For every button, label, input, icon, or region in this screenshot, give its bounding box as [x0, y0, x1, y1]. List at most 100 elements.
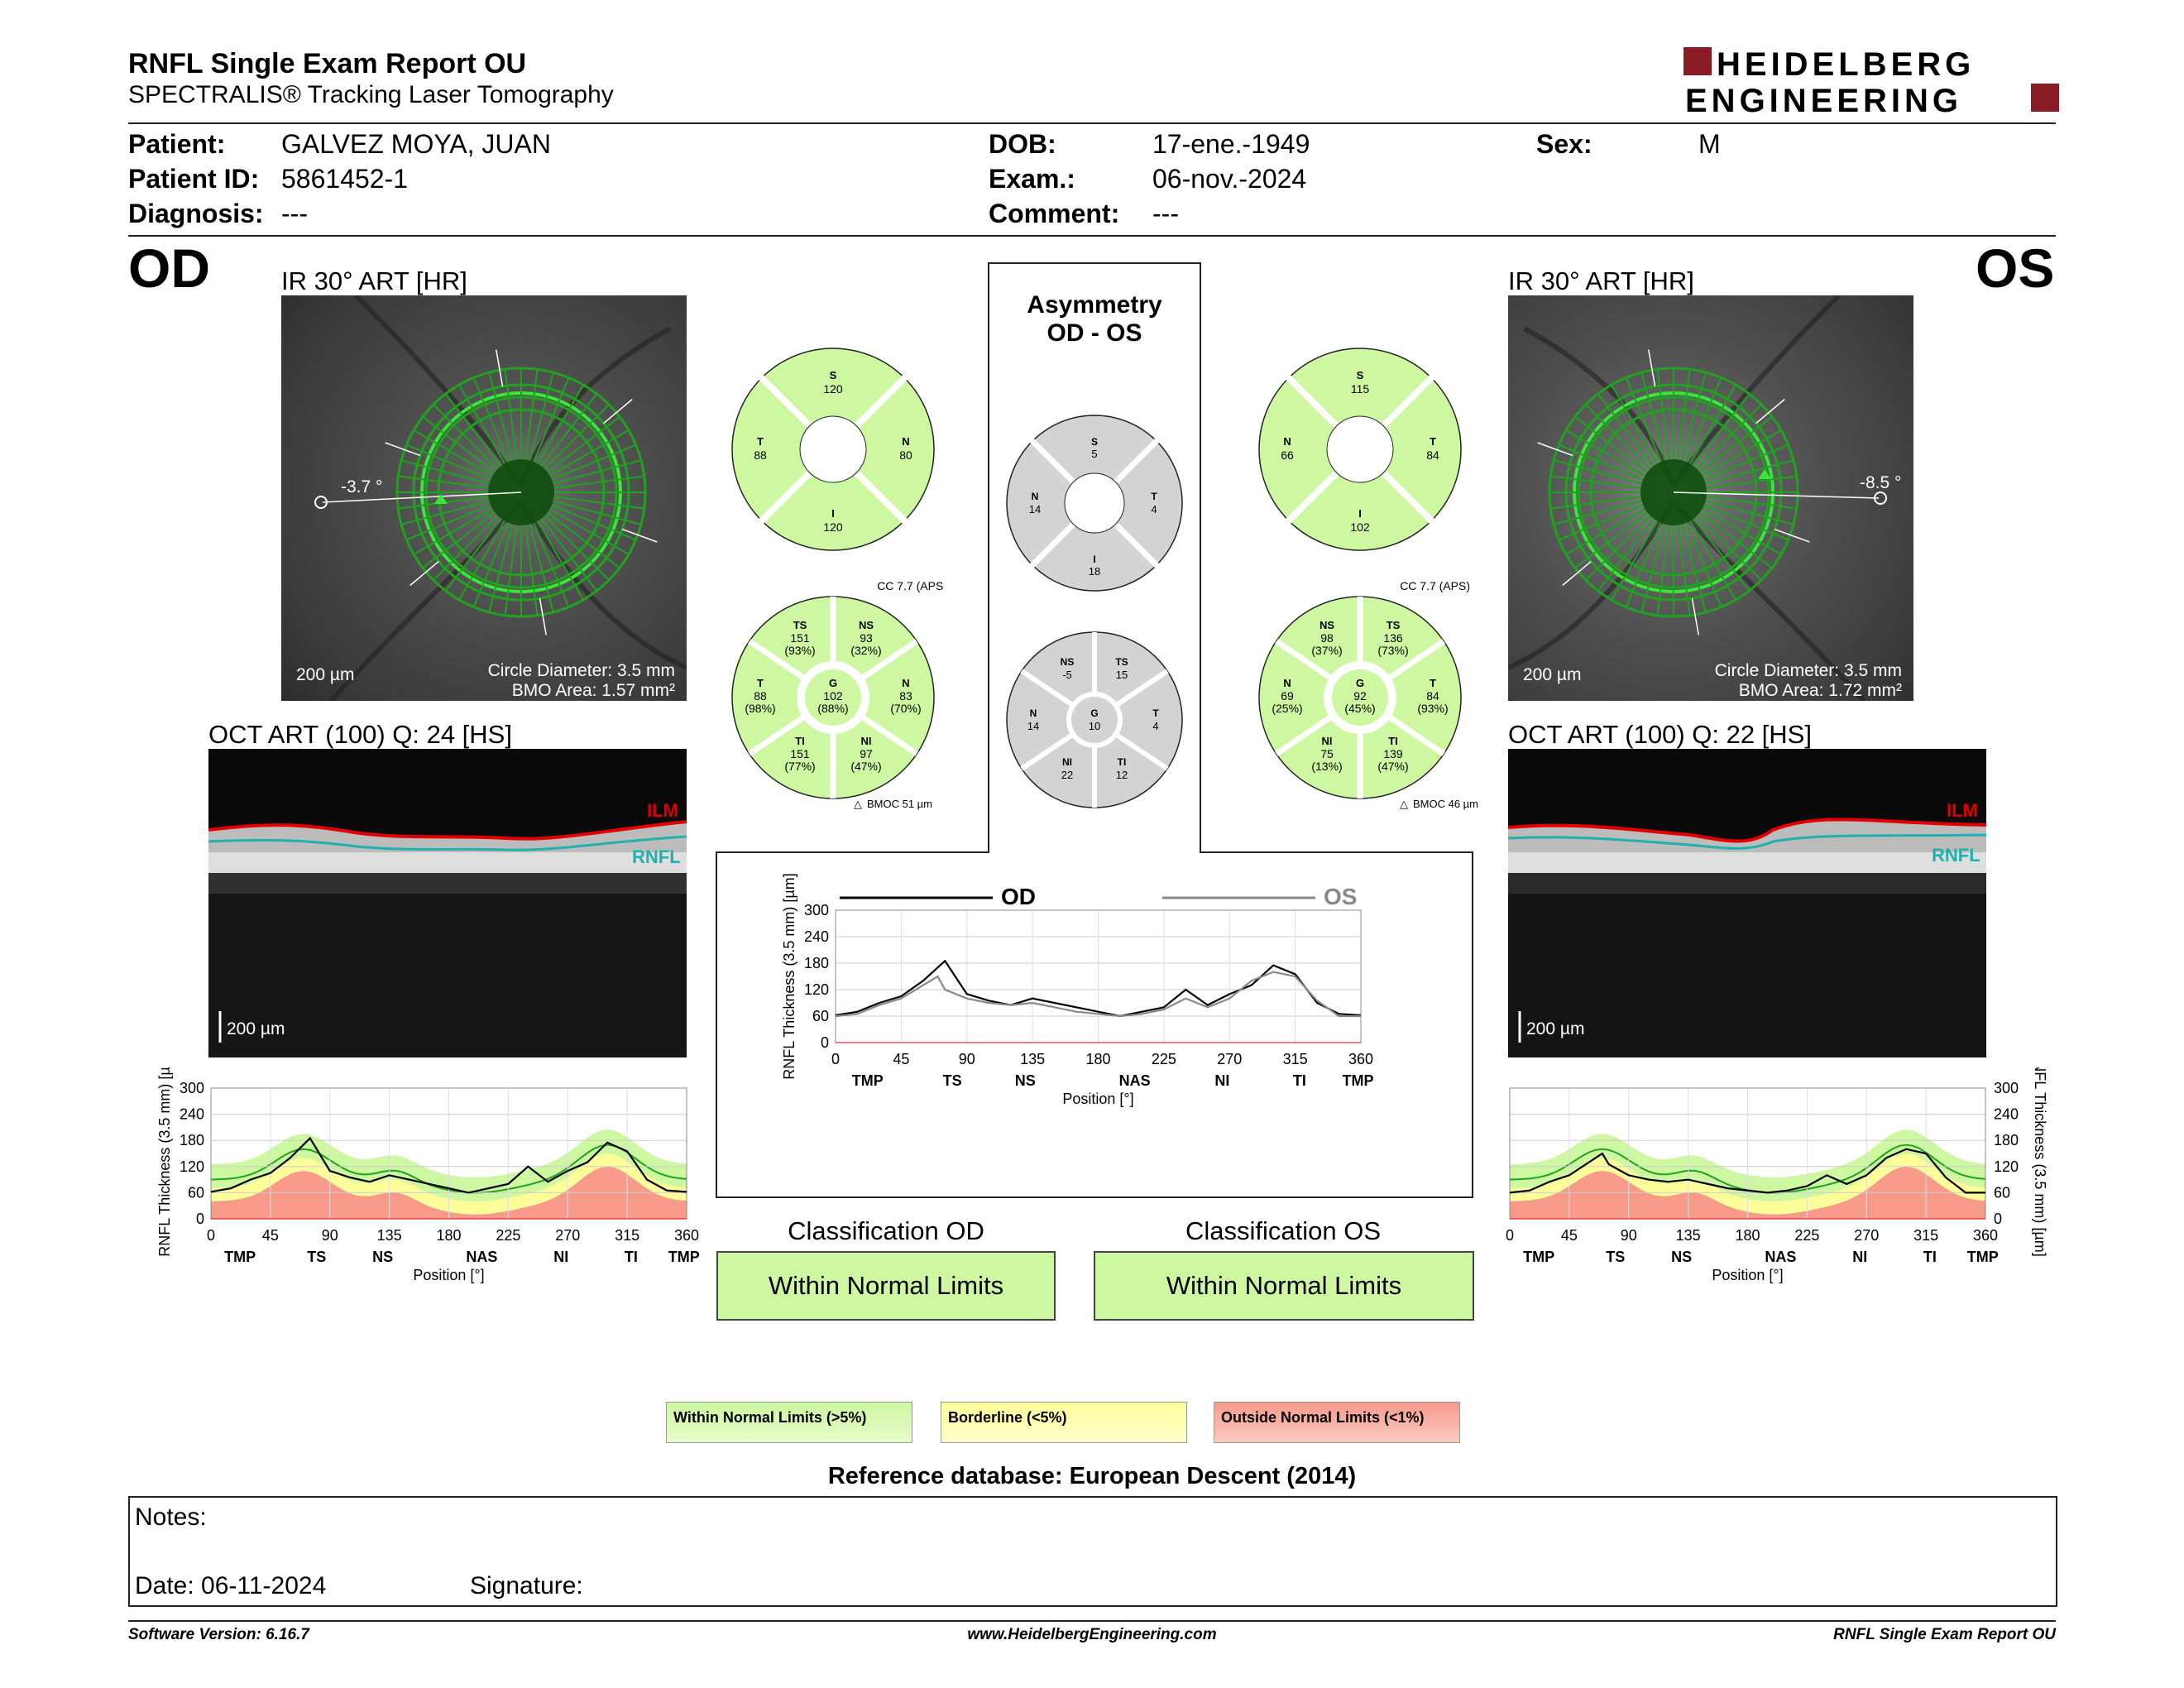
sector-marker	[1755, 399, 1785, 424]
scan-spoke	[544, 404, 610, 470]
x-tick-label: 45	[262, 1227, 279, 1244]
notes-label: Notes:	[135, 1503, 207, 1531]
sector-marker	[1562, 560, 1592, 586]
x-tick-label: 315	[1283, 1051, 1308, 1067]
logo-line1: HEIDELBERG	[1717, 46, 1975, 83]
svg-text:15: 15	[1116, 669, 1128, 681]
svg-text:5: 5	[1091, 448, 1097, 460]
scan-spoke	[1553, 459, 1642, 485]
series-line-od	[835, 959, 1362, 1018]
y-tick-label: 300	[804, 902, 829, 918]
svg-text:102: 102	[823, 689, 843, 703]
scan-spoke	[1702, 508, 1782, 555]
svg-text:T: T	[1151, 491, 1157, 502]
scan-spoke	[549, 429, 630, 477]
od-bmo-area: BMO Area: 1.57 mm²	[511, 681, 675, 700]
sector-label: TS	[307, 1249, 326, 1265]
od-scale-bar: 200 µm	[296, 665, 355, 684]
svg-text:-5: -5	[1062, 669, 1072, 681]
scan-spoke	[551, 504, 636, 541]
date-label: Date: 06-11-2024	[135, 1572, 327, 1599]
od-classification-title: Classification OD	[788, 1216, 984, 1245]
dob-label: DOB:	[989, 129, 1056, 159]
y-axis-label: RNFL Thickness (3.5 mm) [µm]	[781, 873, 797, 1079]
svg-text:TI: TI	[1388, 735, 1398, 747]
sex-value: M	[1698, 129, 1721, 159]
svg-text:G: G	[829, 677, 837, 689]
scan-spoke	[1565, 508, 1645, 555]
scan-spoke	[1699, 511, 1773, 569]
svg-text:G: G	[1090, 707, 1098, 719]
scan-spoke	[533, 377, 570, 463]
od-ilm-label: ILM	[647, 800, 678, 821]
sector-label: TMP	[852, 1072, 884, 1089]
sector-marker	[410, 560, 439, 586]
x-tick-label: 360	[1348, 1051, 1373, 1067]
exam-label: Exam.:	[989, 164, 1075, 194]
svg-text:88: 88	[754, 689, 767, 703]
od-bmoc-label: BMOC 51 µm	[867, 798, 932, 810]
scan-spoke	[1696, 515, 1762, 581]
x-axis-label: Position [°]	[413, 1267, 484, 1283]
os-eye-label: OS	[1976, 237, 2055, 299]
svg-text:NI: NI	[1322, 735, 1333, 747]
svg-text:TI: TI	[1118, 756, 1127, 768]
scan-spoke	[1656, 369, 1670, 460]
y-tick-label: 240	[180, 1106, 204, 1123]
scan-spoke	[544, 515, 610, 581]
x-tick-label: 135	[1020, 1051, 1045, 1067]
od-classification-box: Within Normal Limits	[716, 1251, 1056, 1321]
scan-spoke	[553, 475, 644, 489]
sector-label: NS	[1671, 1249, 1692, 1265]
software-version: Software Version: 6.16.7	[128, 1626, 309, 1643]
scan-spoke	[1681, 372, 1707, 461]
sector-label: TMP	[1342, 1072, 1373, 1089]
os-oct-title: OCT ART (100) Q: 22 [HS]	[1508, 720, 1812, 749]
footer-divider	[128, 1620, 2056, 1622]
y-tick-label: 120	[1994, 1158, 2019, 1175]
y-axis-label: RNFL Thickness (3.5 mm) [µm]	[2032, 1067, 2048, 1257]
svg-text:N: N	[1032, 491, 1039, 502]
signature-label: Signature:	[470, 1572, 583, 1599]
x-tick-label: 180	[1735, 1227, 1760, 1244]
svg-text:T: T	[1430, 435, 1436, 448]
scan-spoke	[1703, 444, 1789, 481]
sector-marker	[603, 399, 633, 424]
svg-text:115: 115	[1351, 382, 1370, 396]
legend-borderline: Borderline (<5%)	[941, 1402, 1187, 1443]
notes-box	[128, 1496, 2057, 1607]
scan-spoke	[547, 511, 620, 569]
scan-spoke	[1585, 515, 1651, 581]
footer-report-name: RNFL Single Exam Report OU	[1833, 1626, 2056, 1643]
od-oct-scale: 200 µm	[227, 1019, 285, 1038]
svg-text:TS: TS	[1387, 619, 1401, 631]
scan-spoke	[1640, 524, 1666, 613]
logo-line2: ENGINEERING	[1685, 83, 1962, 119]
svg-text:(73%): (73%)	[1377, 644, 1408, 657]
scan-spoke	[398, 475, 489, 489]
patient-divider	[128, 235, 2056, 237]
scan-spoke	[1640, 372, 1666, 461]
svg-text:T: T	[1430, 677, 1436, 689]
svg-text:(88%): (88%)	[817, 702, 848, 715]
scan-spoke	[1685, 377, 1722, 463]
scan-spoke	[1693, 393, 1751, 467]
svg-text:84: 84	[1426, 689, 1439, 703]
scan-spoke	[422, 511, 496, 569]
sector-marker	[385, 442, 421, 457]
x-tick-label: 360	[674, 1227, 699, 1244]
sector-marker	[1691, 597, 1699, 635]
scan-spoke	[472, 377, 510, 463]
y-tick-label: 300	[1994, 1080, 2019, 1096]
os-angle-label: -8.5 °	[1860, 473, 1902, 492]
od-circle-diameter: Circle Diameter: 3.5 mm	[487, 661, 675, 680]
sector-label: TS	[1606, 1249, 1625, 1265]
sector-label: NI	[1852, 1249, 1867, 1265]
od-fundus-image: -3.7 ° 200 µm Circle Diameter: 3.5 mm BM…	[281, 295, 687, 701]
svg-text:N: N	[1030, 707, 1037, 719]
scan-spoke	[1705, 459, 1794, 485]
exam-value: 06-nov.-2024	[1152, 164, 1307, 194]
scan-spoke	[529, 524, 554, 613]
sector-label: NAS	[466, 1249, 497, 1265]
svg-text:(45%): (45%)	[1344, 702, 1375, 715]
